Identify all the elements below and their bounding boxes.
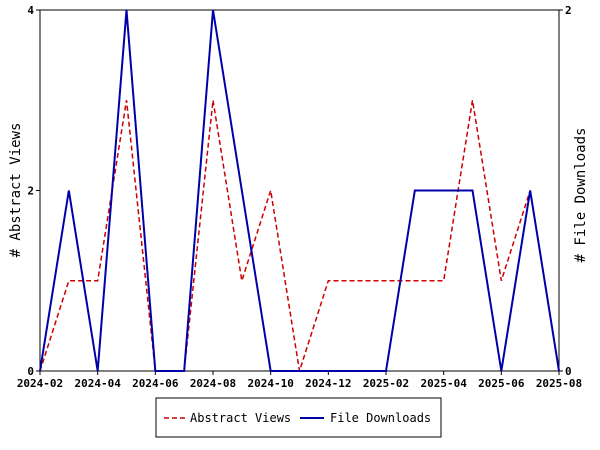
- tick-labels: 2024-02 2024-04 2024-06 2024-08 2024-10 2024-…: [17, 4, 582, 390]
- x-tick-label: 2024-06: [132, 377, 179, 390]
- legend-box: [155, 397, 442, 438]
- y2-tick-label: 2: [565, 4, 572, 17]
- x-tick-label: 2024-12: [305, 377, 351, 390]
- legend-label-file-downloads: File Downloads: [330, 411, 431, 425]
- y2-tick-label: 0: [565, 365, 572, 378]
- x-tick-label: 2024-04: [74, 377, 121, 390]
- series-line-file-downloads: [39, 9, 560, 372]
- y-axis-title: # Abstract Views: [8, 123, 24, 258]
- x-tick-label: 2025-02: [363, 377, 409, 390]
- y-tick-label: 0: [27, 365, 34, 378]
- y2-axis-title: # File Downloads: [573, 128, 589, 263]
- x-tick-label: 2025-08: [536, 377, 582, 390]
- x-tick-label: 2024-02: [17, 377, 63, 390]
- plot-area: [39, 9, 560, 372]
- x-tick-label: 2025-04: [420, 377, 467, 390]
- legend: Abstract Views File Downloads: [155, 397, 442, 438]
- x-tick-label: 2025-06: [478, 377, 525, 390]
- series-layer: [39, 9, 560, 372]
- x-tick-label: 2024-08: [190, 377, 236, 390]
- y-tick-label: 4: [27, 4, 34, 17]
- x-tick-label: 2024-10: [247, 377, 293, 390]
- legend-label-abstract-views: Abstract Views: [190, 411, 291, 425]
- y-tick-label: 2: [27, 185, 34, 198]
